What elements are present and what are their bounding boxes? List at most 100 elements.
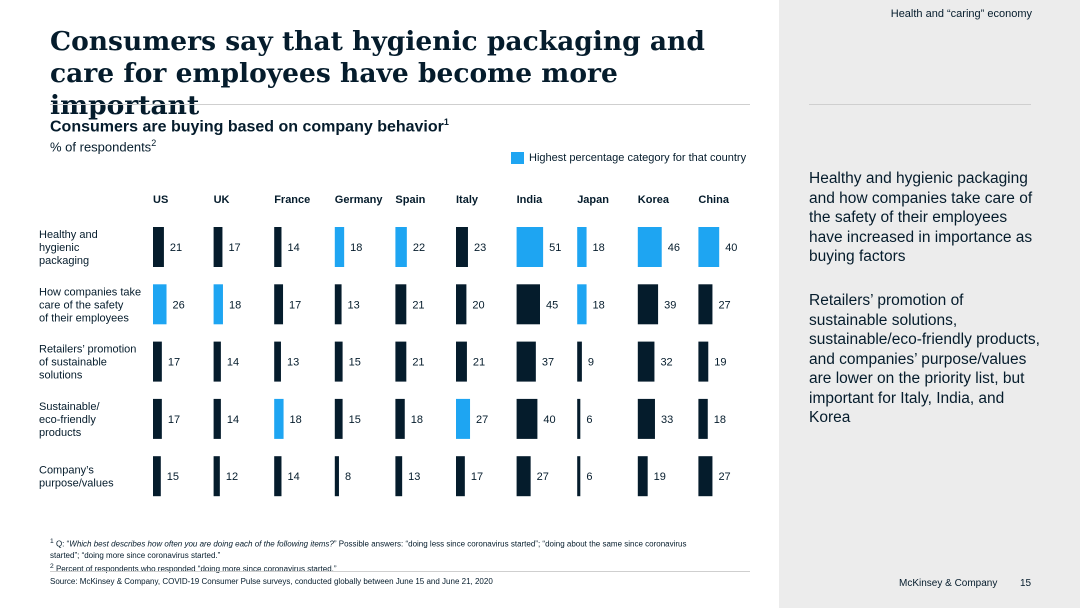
bar bbox=[698, 398, 708, 439]
value-label: 14 bbox=[287, 242, 299, 254]
bar bbox=[153, 341, 162, 382]
bar bbox=[637, 456, 648, 497]
value-label: 18 bbox=[229, 299, 241, 311]
footnote-1: 1 Q: “Which best describes how often you… bbox=[50, 538, 687, 560]
value-label: 17 bbox=[289, 299, 301, 311]
panel-label: Japan bbox=[577, 194, 609, 206]
bar bbox=[334, 456, 339, 497]
insight-1: Healthy and hygienic packaging and how c… bbox=[809, 170, 1033, 265]
category-label: Company’s purpose/values bbox=[39, 465, 114, 490]
bar bbox=[395, 341, 407, 382]
bar bbox=[334, 398, 343, 439]
page-number: 15 bbox=[1020, 578, 1032, 589]
chart-subtitle: Consumers are buying based on company be… bbox=[50, 117, 449, 136]
value-label: 8 bbox=[345, 471, 351, 483]
footnote-2: 2 Percent of respondents who responded “… bbox=[50, 562, 337, 574]
value-label: 21 bbox=[412, 357, 424, 369]
bar bbox=[395, 456, 403, 497]
side-panel bbox=[779, 0, 1080, 608]
value-label: 39 bbox=[664, 299, 676, 311]
value-label: 20 bbox=[472, 299, 484, 311]
bar bbox=[274, 341, 281, 382]
value-label: 46 bbox=[668, 242, 680, 254]
panel-label: US bbox=[153, 194, 168, 206]
value-label: 13 bbox=[287, 357, 299, 369]
bar bbox=[456, 341, 467, 382]
chart-legend: Highest percentage category for that cou… bbox=[511, 152, 746, 164]
bar bbox=[516, 456, 531, 497]
value-label: 17 bbox=[168, 414, 180, 426]
bar bbox=[577, 341, 582, 382]
value-label: 9 bbox=[588, 357, 594, 369]
value-label: 21 bbox=[473, 357, 485, 369]
source-note: Source: McKinsey & Company, COVID-19 Con… bbox=[50, 577, 493, 586]
value-label: 19 bbox=[654, 471, 666, 483]
bar bbox=[516, 284, 540, 325]
value-label: 40 bbox=[543, 414, 555, 426]
value-label: 14 bbox=[287, 471, 299, 483]
value-label: 17 bbox=[471, 471, 483, 483]
insight-2: Retailers’ promotion of sustainable solu… bbox=[809, 292, 1040, 426]
bar bbox=[213, 227, 223, 267]
panel-label: France bbox=[274, 194, 310, 206]
bar bbox=[516, 398, 538, 439]
value-label: 18 bbox=[290, 414, 302, 426]
side-divider bbox=[809, 104, 1031, 105]
value-label: 18 bbox=[714, 414, 726, 426]
bar bbox=[456, 284, 467, 325]
value-label: 27 bbox=[537, 471, 549, 483]
value-label: 18 bbox=[593, 242, 605, 254]
value-label: 45 bbox=[546, 299, 558, 311]
value-label: 27 bbox=[718, 299, 730, 311]
category-label: Healthy and hygienic packaging bbox=[39, 229, 98, 267]
bar bbox=[577, 227, 587, 267]
value-label: 18 bbox=[350, 242, 362, 254]
value-label: 14 bbox=[227, 357, 239, 369]
value-label: 6 bbox=[586, 414, 592, 426]
panel-label: Italy bbox=[456, 194, 479, 206]
bar bbox=[213, 456, 220, 497]
value-label: 19 bbox=[714, 357, 726, 369]
value-label: 17 bbox=[228, 242, 240, 254]
bar bbox=[334, 341, 343, 382]
bar bbox=[637, 341, 655, 382]
value-label: 26 bbox=[173, 299, 185, 311]
bar bbox=[395, 227, 407, 267]
bar bbox=[153, 227, 164, 267]
value-label: 12 bbox=[226, 471, 238, 483]
bar bbox=[577, 398, 581, 439]
value-label: 6 bbox=[586, 471, 592, 483]
panel-label: Germany bbox=[335, 194, 384, 206]
value-label: 23 bbox=[474, 242, 486, 254]
bar bbox=[637, 227, 662, 267]
value-label: 13 bbox=[348, 299, 360, 311]
value-label: 15 bbox=[167, 471, 179, 483]
bar bbox=[153, 284, 167, 325]
value-label: 37 bbox=[542, 357, 554, 369]
panel-label: India bbox=[517, 194, 544, 206]
bar bbox=[456, 398, 471, 439]
panel-label: Korea bbox=[638, 194, 670, 206]
value-label: 27 bbox=[718, 471, 730, 483]
legend-swatch bbox=[511, 152, 524, 164]
bar bbox=[153, 456, 161, 497]
footer-divider bbox=[50, 571, 750, 572]
value-label: 21 bbox=[412, 299, 424, 311]
bar bbox=[334, 284, 342, 325]
bar bbox=[153, 398, 162, 439]
panel-label: Spain bbox=[395, 194, 425, 206]
value-label: 51 bbox=[549, 242, 561, 254]
bar bbox=[698, 227, 720, 267]
bar bbox=[577, 456, 581, 497]
bar bbox=[456, 227, 468, 267]
bar-chart: US UK France Germany Spain Italy India Japan Kor… bbox=[39, 194, 737, 497]
bar bbox=[274, 398, 284, 439]
value-label: 14 bbox=[227, 414, 239, 426]
value-label: 17 bbox=[168, 357, 180, 369]
bar bbox=[274, 284, 284, 325]
value-label: 32 bbox=[660, 357, 672, 369]
bar bbox=[274, 456, 282, 497]
value-label: 33 bbox=[661, 414, 673, 426]
value-label: 15 bbox=[349, 357, 361, 369]
page-title: Consumers say that hygienic packaging an… bbox=[50, 26, 705, 121]
